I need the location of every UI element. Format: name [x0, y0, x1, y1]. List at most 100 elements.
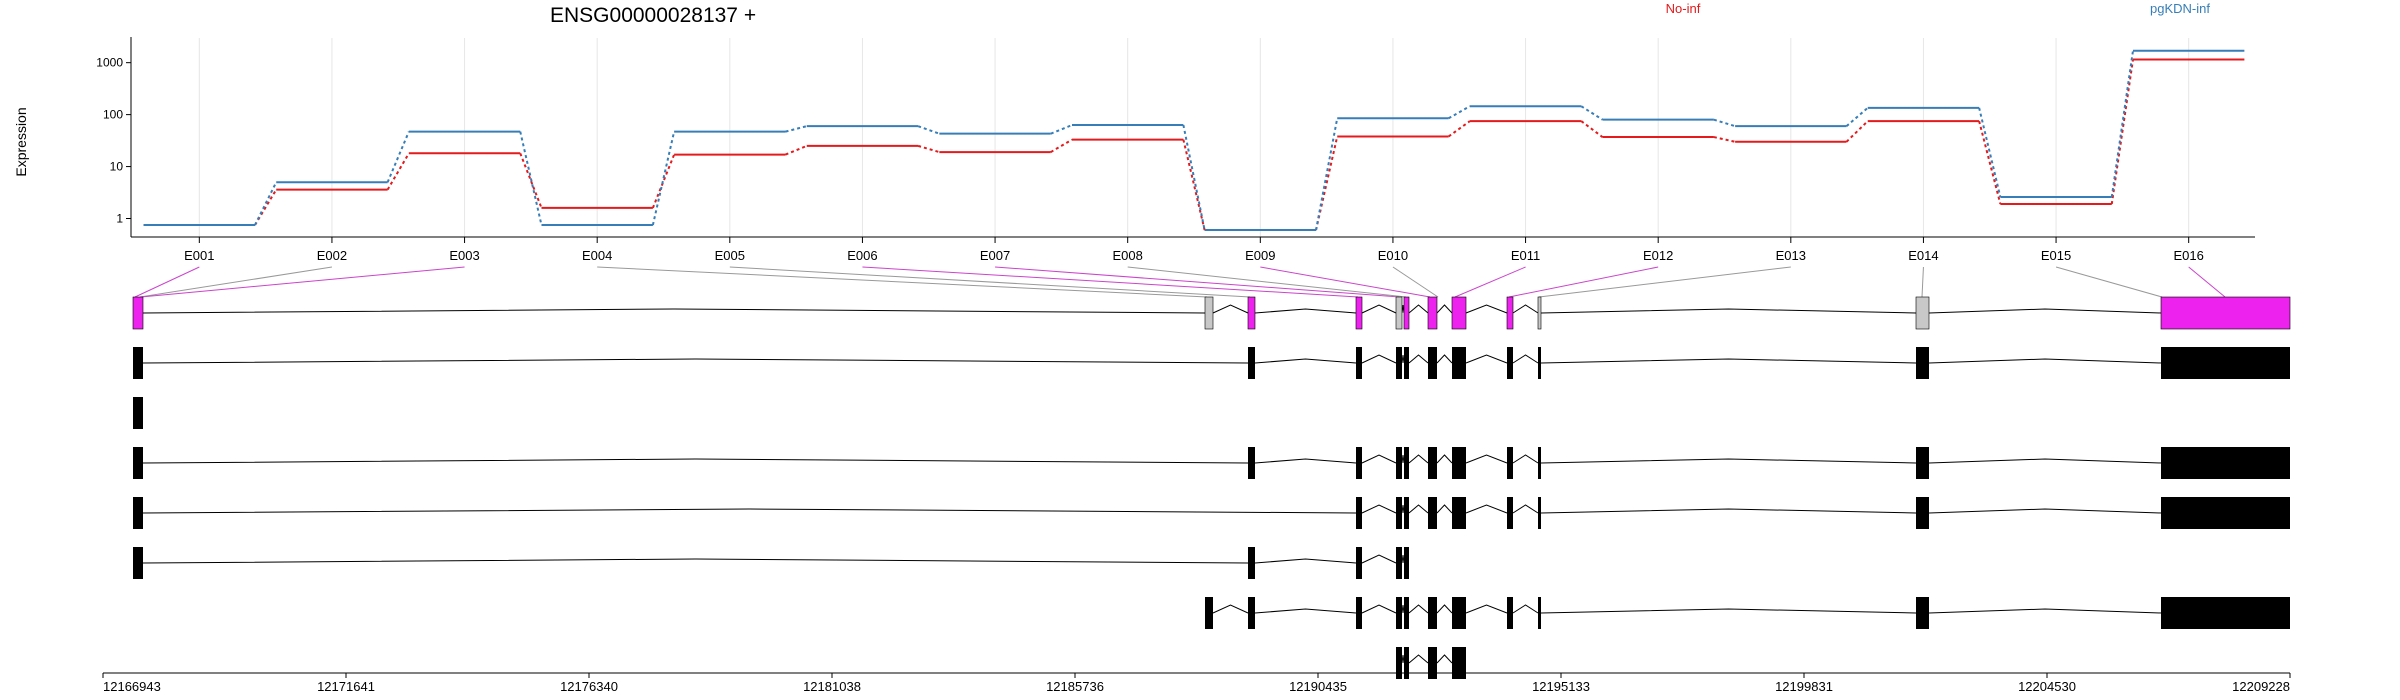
exon-box: [1428, 647, 1437, 679]
exon-box: [2161, 497, 2290, 529]
exon-label-e005: E005: [715, 248, 745, 263]
exon-box: [1916, 497, 1929, 529]
transcript-1: [133, 347, 2290, 379]
intron-line: [1408, 604, 1429, 614]
exon-box: [1404, 547, 1409, 579]
intron-line: [1254, 608, 1357, 614]
exon-box: [133, 497, 143, 529]
exon-box: [1404, 447, 1409, 479]
exon-box: [1428, 497, 1437, 529]
intron-line: [1436, 504, 1453, 514]
intron-line: [142, 508, 1357, 514]
intron-line: [1401, 454, 1405, 464]
series-pgkdn-inf: [143, 49, 2245, 232]
intron-line: [142, 458, 1249, 464]
legend-entry-pgkdn-inf: pgKDN-inf: [2150, 1, 2210, 16]
exon-box: [1403, 296, 1410, 330]
exon-box: [1452, 647, 1466, 679]
exon-box: [1427, 296, 1438, 330]
intron-line: [1465, 354, 1508, 364]
exon-box: [1428, 597, 1437, 629]
genomic-tick-label: 12176340: [560, 679, 618, 694]
transcript-tracks: [132, 296, 2291, 679]
exon-box: [133, 347, 143, 379]
exon-box: [1248, 547, 1255, 579]
exon-box: [1404, 597, 1409, 629]
intron-line: [1401, 554, 1405, 564]
intron-line: [1465, 504, 1508, 514]
exon-box: [1506, 296, 1514, 330]
exon-box: [1915, 296, 1930, 330]
intron-line: [1436, 604, 1453, 614]
intron-line: [1928, 308, 2162, 314]
flattened-gene-model: [132, 296, 2291, 330]
exon-box: [1396, 597, 1402, 629]
intron-line: [1512, 604, 1539, 614]
exon-box: [1538, 597, 1541, 629]
exon-box: [1355, 296, 1363, 330]
exon-label-e013: E013: [1776, 248, 1806, 263]
transcript-5: [133, 547, 1409, 579]
intron-line: [1254, 558, 1357, 564]
data-connector: [1845, 120, 1869, 143]
data-connector: [1315, 118, 1339, 231]
exon-box: [1248, 447, 1255, 479]
intron-line: [142, 308, 1206, 314]
transcript-2: [133, 397, 143, 429]
intron-line: [1512, 454, 1539, 464]
intron-line: [1361, 454, 1397, 464]
data-connector: [917, 144, 940, 154]
exon-box: [1404, 497, 1409, 529]
data-connector: [386, 152, 410, 191]
intron-line: [1436, 454, 1453, 464]
intron-line: [1361, 504, 1397, 514]
connector-e011: [1454, 266, 1526, 298]
exon-label-e009: E009: [1245, 248, 1275, 263]
exon-connector-lines: [134, 266, 2226, 298]
chart-title: ENSG00000028137 +: [550, 4, 756, 27]
data-connector: [1182, 124, 1206, 231]
connector-e005: [729, 266, 1251, 298]
data-connector: [254, 181, 278, 226]
transcript-6: [1205, 597, 2290, 629]
intron-line: [1512, 354, 1539, 364]
intron-line: [1540, 308, 1917, 314]
exon-box: [1507, 447, 1513, 479]
exon-box: [1356, 547, 1362, 579]
exon-label-e004: E004: [582, 248, 612, 263]
exon-box: [1356, 347, 1362, 379]
intron-line: [1361, 554, 1397, 564]
intron-line: [1401, 604, 1405, 614]
intron-line: [142, 358, 1249, 364]
expression-plot: 1 10 100 1000 E001 E002 E003 E004 E005 E006 E007 E0…: [96, 37, 2255, 263]
intron-line: [1465, 604, 1508, 614]
exon-box: [1452, 597, 1466, 629]
intron-line: [1212, 604, 1249, 614]
exon-box: [1507, 497, 1513, 529]
exon-label-e016: E016: [2174, 248, 2204, 263]
data-connector: [1448, 105, 1471, 120]
data-connector: [785, 125, 807, 133]
connector-e016: [2188, 266, 2226, 298]
exon-box: [1396, 647, 1402, 679]
data-connector: [1978, 107, 2002, 198]
intron-line: [1436, 354, 1453, 364]
genomic-tick-label: 12181038: [803, 679, 861, 694]
exon-box: [133, 447, 143, 479]
exon-box: [1356, 597, 1362, 629]
exon-box: [132, 296, 144, 330]
connector-e003: [140, 266, 465, 298]
data-connector: [519, 131, 543, 226]
exon-box: [1537, 296, 1542, 330]
exon-box: [1205, 597, 1213, 629]
transcript-7: [1396, 647, 1466, 679]
exon-box: [2160, 296, 2291, 330]
intron-line: [1436, 304, 1453, 314]
y-axis-label: Expression: [13, 107, 29, 176]
intron-line: [1254, 358, 1357, 364]
data-connector: [519, 152, 543, 209]
exon-box: [2161, 447, 2290, 479]
exon-box: [1507, 597, 1513, 629]
connector-e007: [995, 266, 1400, 298]
